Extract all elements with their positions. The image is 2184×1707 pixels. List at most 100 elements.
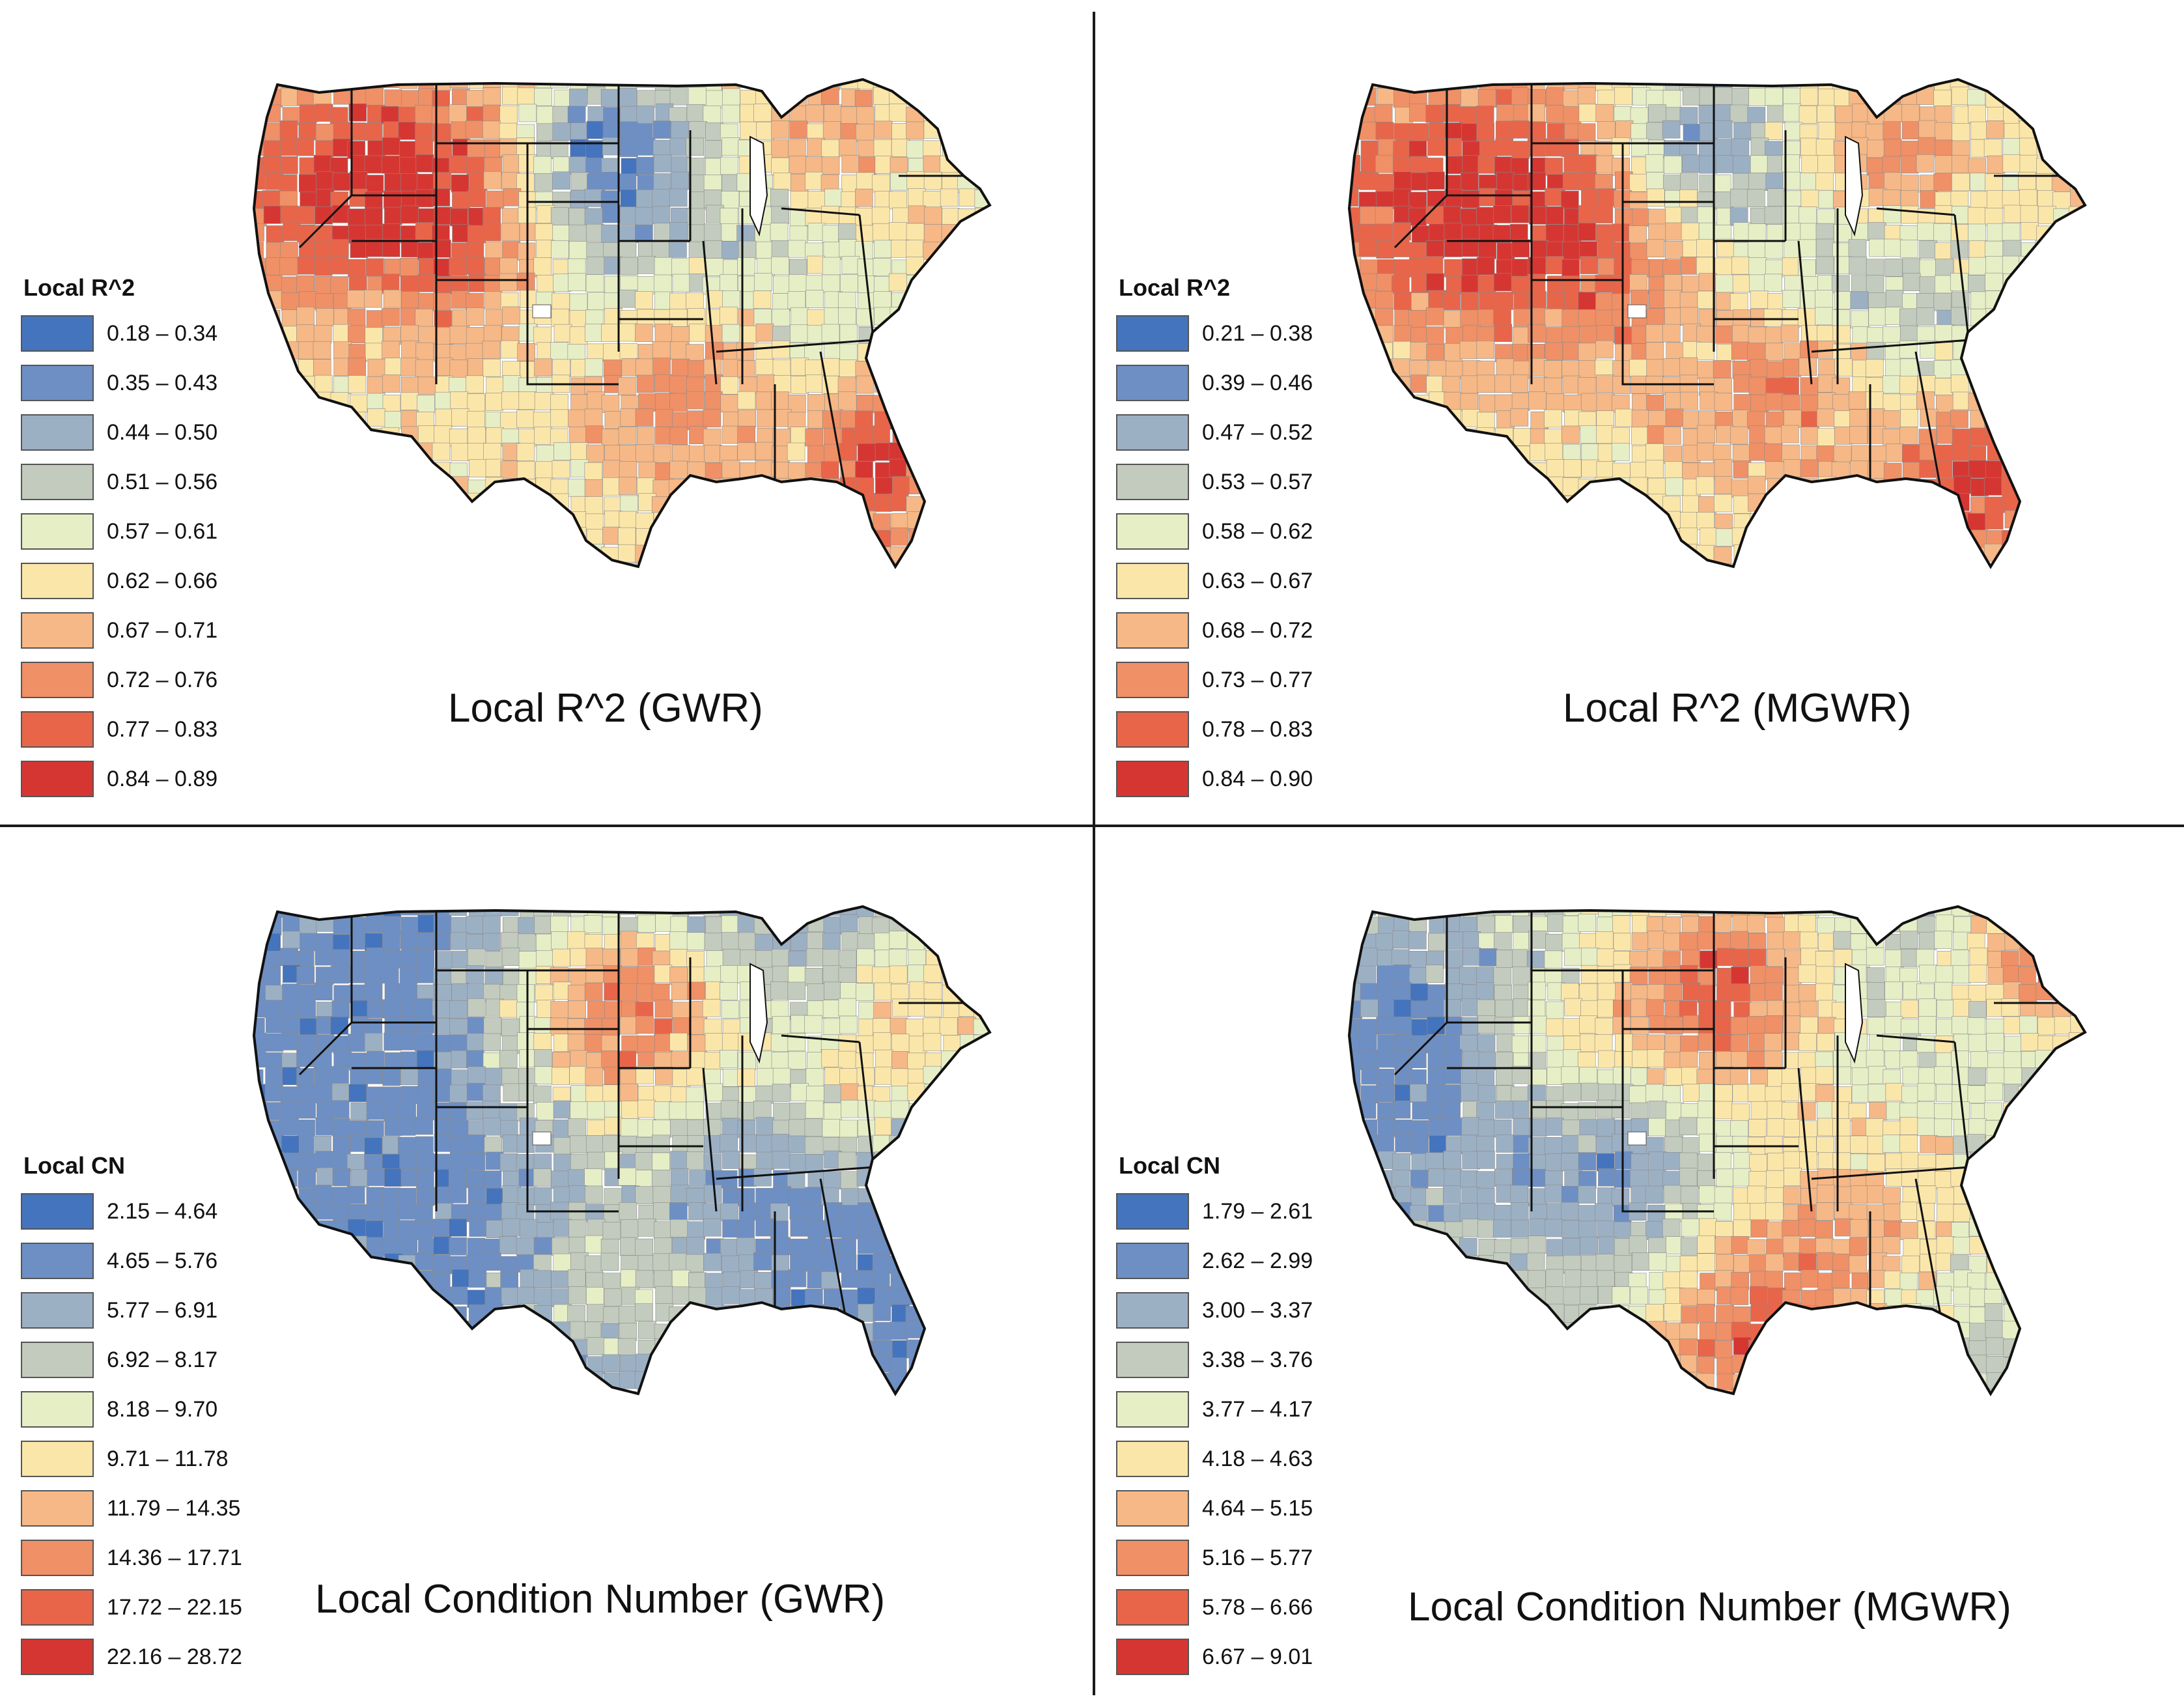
- county-cell: [1445, 950, 1463, 968]
- county-cell: [687, 916, 705, 935]
- county-cell: [754, 273, 772, 291]
- county-cell: [856, 375, 875, 394]
- county-cell: [755, 1374, 774, 1393]
- county-cell: [383, 950, 402, 968]
- county-cell: [1393, 291, 1412, 310]
- county-cell: [1750, 155, 1769, 173]
- county-cell: [452, 191, 470, 210]
- county-cell: [1631, 1067, 1649, 1086]
- county-cell: [415, 1116, 434, 1135]
- county-cell: [939, 79, 958, 89]
- county-cell: [1967, 513, 1986, 531]
- county-cell: [1392, 1170, 1410, 1188]
- county-cell: [653, 562, 671, 567]
- county-cell: [1614, 512, 1632, 531]
- county-cell: [1798, 914, 1816, 933]
- county-cell: [1663, 1152, 1681, 1170]
- county-cell: [975, 326, 990, 345]
- county-cell: [516, 461, 535, 480]
- county-cell: [654, 257, 673, 275]
- county-cell: [1513, 932, 1532, 950]
- county-cell: [2021, 561, 2039, 567]
- county-cell: [959, 292, 977, 311]
- county-cell: [499, 1236, 518, 1254]
- county-cell: [957, 79, 975, 89]
- county-cell: [399, 1032, 417, 1051]
- county-cell: [705, 374, 723, 393]
- county-cell: [331, 907, 349, 919]
- county-cell: [787, 1373, 806, 1392]
- county-cell: [671, 1051, 690, 1070]
- county-cell: [316, 1390, 335, 1394]
- county-cell: [755, 1188, 774, 1206]
- county-cell: [1410, 907, 1429, 916]
- county-cell: [518, 104, 537, 122]
- county-cell: [501, 932, 519, 950]
- county-cell: [841, 1269, 860, 1288]
- county-cell: [1527, 104, 1546, 122]
- county-cell: [686, 1357, 704, 1375]
- county-cell: [940, 1220, 959, 1239]
- county-cell: [316, 1306, 335, 1325]
- county-cell: [568, 224, 587, 243]
- county-cell: [401, 495, 420, 514]
- county-cell: [2072, 156, 2085, 175]
- county-cell: [1579, 1067, 1598, 1085]
- county-cell: [432, 1337, 451, 1355]
- county-cell: [637, 477, 655, 496]
- county-cell: [449, 1286, 468, 1305]
- county-cell: [536, 1101, 555, 1120]
- county-cell: [1815, 172, 1834, 191]
- county-cell: [262, 1202, 281, 1221]
- county-cell: [1477, 374, 1496, 393]
- county-cell: [787, 561, 806, 567]
- county-cell: [992, 307, 1009, 325]
- state-border: [526, 280, 619, 386]
- county-cell: [1697, 1101, 1716, 1119]
- county-cell: [855, 1374, 873, 1393]
- county-cell: [807, 445, 826, 464]
- county-cell: [2088, 89, 2105, 106]
- county-cell: [839, 1068, 858, 1086]
- county-cell: [720, 1203, 738, 1222]
- county-cell: [670, 1168, 689, 1187]
- county-cell: [738, 240, 757, 259]
- county-cell: [400, 410, 419, 429]
- county-cell: [313, 1254, 331, 1273]
- county-cell: [364, 477, 382, 495]
- county-cell: [2019, 984, 2037, 1002]
- county-cell: [823, 511, 841, 529]
- county-cell: [553, 89, 572, 108]
- county-cell: [1968, 985, 1987, 1003]
- county-cell: [618, 427, 637, 445]
- county-cell: [994, 1391, 1011, 1409]
- county-cell: [347, 1357, 365, 1376]
- county-cell: [1527, 139, 1546, 157]
- county-cell: [1799, 358, 1817, 376]
- county-cell: [2069, 257, 2085, 275]
- county-cell: [1935, 342, 1953, 361]
- county-cells: [1349, 907, 2085, 1394]
- county-cell: [1446, 546, 1464, 565]
- county-cell: [1595, 274, 1614, 293]
- county-cell: [756, 1151, 775, 1170]
- county-cell: [2002, 378, 2021, 396]
- county-cell: [1767, 188, 1786, 206]
- county-cell: [2037, 258, 2056, 276]
- county-cell: [298, 1170, 316, 1189]
- county-cell: [1349, 79, 1359, 91]
- county-cell: [738, 511, 757, 529]
- county-cell: [975, 562, 990, 567]
- county-cell: [1545, 224, 1564, 242]
- county-cell: [1494, 493, 1513, 512]
- county-cell: [1579, 983, 1598, 1002]
- county-cell: [908, 308, 927, 327]
- county-cell: [1849, 391, 1867, 410]
- county-cell: [536, 445, 555, 463]
- county-cell: [653, 154, 672, 173]
- county-cell: [1527, 1000, 1546, 1018]
- county-cell: [720, 376, 738, 395]
- county-cell: [417, 1101, 435, 1120]
- county-cell: [364, 1137, 383, 1156]
- county-cell: [1494, 324, 1513, 342]
